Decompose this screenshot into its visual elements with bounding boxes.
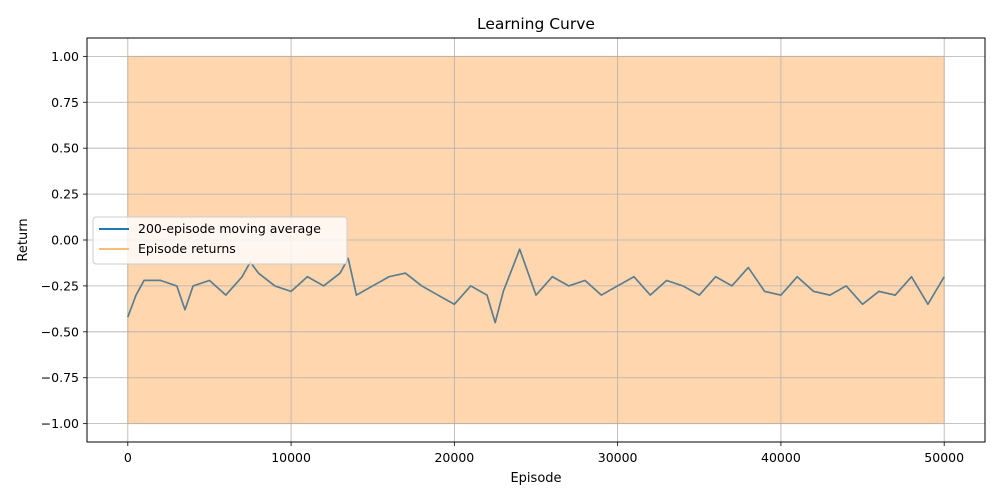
x-axis-label: Episode	[510, 471, 561, 486]
x-axis-ticks: 0 10000 20000 30000 40000 50000	[124, 442, 964, 465]
x-tick-label: 20000	[434, 450, 474, 465]
y-tick-label: 1.00	[51, 49, 79, 64]
y-tick-label: −1.00	[41, 416, 79, 431]
y-tick-label: 0.00	[51, 233, 79, 248]
x-tick-label: 30000	[598, 450, 638, 465]
y-tick-label: −0.50	[41, 324, 79, 339]
y-tick-label: 0.50	[51, 141, 79, 156]
x-tick-label: 40000	[761, 450, 801, 465]
y-axis-label: Return	[16, 218, 31, 261]
x-tick-label: 50000	[924, 450, 964, 465]
x-tick-label: 0	[124, 450, 132, 465]
y-tick-label: −0.75	[41, 370, 79, 385]
legend: 200-episode moving average Episode retur…	[92, 216, 348, 265]
x-tick-label: 10000	[271, 450, 311, 465]
y-tick-label: 0.75	[51, 95, 79, 110]
legend-label-moving-average: 200-episode moving average	[138, 221, 321, 236]
legend-label-episode-returns: Episode returns	[138, 241, 236, 256]
y-axis-ticks: 1.00 0.75 0.50 0.25 0.00 −0.25 −0.50 −0.75 −1.00	[41, 49, 87, 431]
chart-title: Learning Curve	[477, 15, 595, 33]
y-tick-label: 0.25	[51, 187, 79, 202]
moving-average-line-overlay	[127, 248, 945, 324]
legend-box	[92, 216, 348, 265]
moving-average-series	[127, 248, 945, 324]
y-tick-label: −0.25	[41, 278, 79, 293]
grid-lines	[87, 38, 985, 442]
